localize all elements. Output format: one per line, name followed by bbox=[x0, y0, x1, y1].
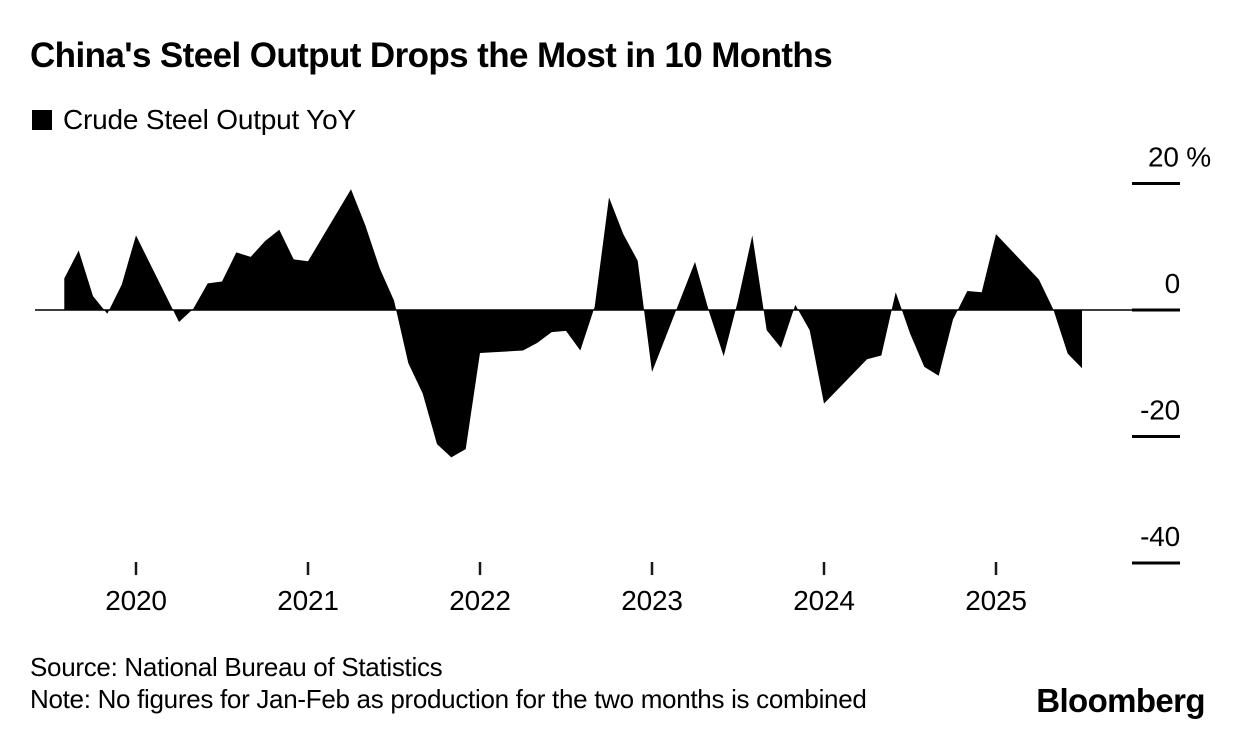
x-tick-label-2025: 2025 bbox=[965, 585, 1027, 616]
crude-steel-output-area-series bbox=[64, 189, 1083, 458]
chart-title: China's Steel Output Drops the Most in 1… bbox=[30, 36, 833, 75]
legend-label: Crude Steel Output YoY bbox=[63, 104, 356, 135]
x-tick-label-2020: 2020 bbox=[105, 585, 167, 616]
y-tick-label--40: -40 bbox=[1140, 521, 1180, 552]
x-tick-label-2022: 2022 bbox=[449, 585, 511, 616]
legend-swatch-icon bbox=[32, 110, 52, 130]
x-tick-label-2024: 2024 bbox=[793, 585, 855, 616]
y-axis: 20 % 0 -20 -40 bbox=[1132, 142, 1211, 565]
y-tick-label-20: 20 % bbox=[1148, 142, 1211, 173]
footer: Source: National Bureau of Statistics No… bbox=[30, 651, 867, 715]
x-axis: 2020 2021 2022 2023 2024 2025 bbox=[105, 562, 1027, 616]
x-tick-label-2023: 2023 bbox=[621, 585, 683, 616]
y-tick-label--20: -20 bbox=[1140, 395, 1180, 426]
source-text: Source: National Bureau of Statistics bbox=[30, 652, 443, 682]
legend: Crude Steel Output YoY bbox=[32, 106, 356, 134]
note-text: Note: No figures for Jan-Feb as producti… bbox=[30, 684, 867, 714]
bloomberg-logo: Bloomberg bbox=[1036, 682, 1205, 719]
y-tick-label-0: 0 bbox=[1165, 268, 1180, 299]
x-tick-label-2021: 2021 bbox=[277, 585, 339, 616]
